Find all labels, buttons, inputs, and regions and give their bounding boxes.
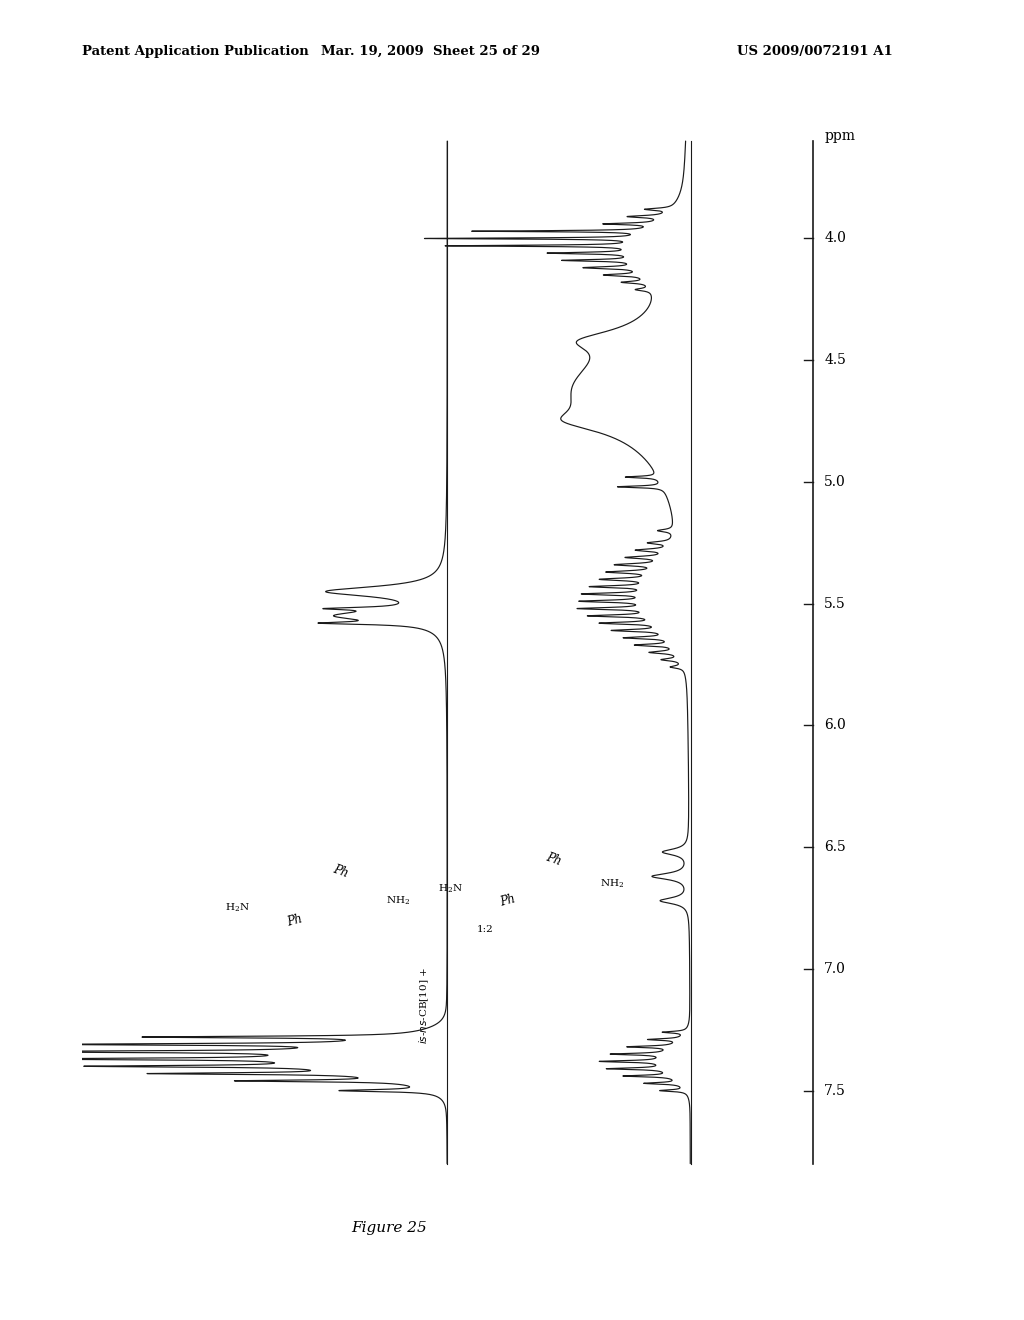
Text: 4.5: 4.5: [824, 354, 846, 367]
Text: $\mathregular{H_2N}$: $\mathregular{H_2N}$: [224, 902, 250, 915]
Text: 6.0: 6.0: [824, 718, 846, 733]
Text: 4.0: 4.0: [824, 231, 846, 246]
Text: $\it{is}$-$\it{ns}$-CB[10] +: $\it{is}$-$\it{ns}$-CB[10] +: [418, 966, 431, 1044]
Text: Mar. 19, 2009  Sheet 25 of 29: Mar. 19, 2009 Sheet 25 of 29: [321, 45, 540, 58]
Text: Ph: Ph: [331, 863, 350, 880]
Text: 6.5: 6.5: [824, 840, 846, 854]
Text: $\mathregular{NH_2}$: $\mathregular{NH_2}$: [599, 878, 624, 890]
Text: $\mathregular{NH_2}$: $\mathregular{NH_2}$: [386, 895, 411, 907]
Text: ppm: ppm: [824, 129, 855, 143]
Text: Figure 25: Figure 25: [351, 1221, 427, 1236]
Text: Patent Application Publication: Patent Application Publication: [82, 45, 308, 58]
Text: $\mathregular{H_2N}$: $\mathregular{H_2N}$: [438, 882, 463, 895]
Text: Ph: Ph: [286, 912, 304, 928]
Text: US 2009/0072191 A1: US 2009/0072191 A1: [737, 45, 893, 58]
Text: Ph: Ph: [499, 892, 517, 909]
Text: 7.0: 7.0: [824, 962, 846, 975]
Text: Ph: Ph: [545, 850, 563, 869]
Text: 5.0: 5.0: [824, 475, 846, 488]
Text: 7.5: 7.5: [824, 1084, 846, 1098]
Text: 1:2: 1:2: [477, 925, 494, 935]
Text: 5.5: 5.5: [824, 597, 846, 611]
